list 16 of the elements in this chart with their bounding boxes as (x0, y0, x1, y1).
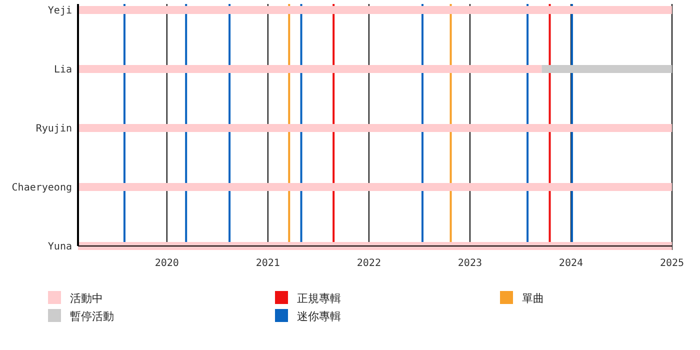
x-tick-label: 2022 (356, 258, 381, 269)
legend-label: 正規專輯 (297, 292, 341, 305)
x-tick-label: 2023 (458, 258, 482, 269)
y-tick-label: Lia (54, 64, 72, 76)
legend-label: 迷你專輯 (297, 310, 341, 323)
y-tick-label: Chaeryeong (12, 182, 72, 194)
legend-label: 暫停活動 (70, 310, 114, 323)
y-tick-label: Yeji (48, 6, 72, 16)
y-tick-label: Ryujin (36, 124, 72, 134)
x-tick-label: 2021 (256, 258, 280, 269)
x-tick-label: 2024 (558, 258, 584, 269)
legend-label: 單曲 (522, 292, 544, 305)
x-tick-label: 2025 (660, 258, 684, 269)
legend-label: 活動中 (70, 292, 103, 305)
y-tick-label: Yuna (48, 242, 72, 252)
x-tick-label: 2020 (154, 258, 179, 269)
